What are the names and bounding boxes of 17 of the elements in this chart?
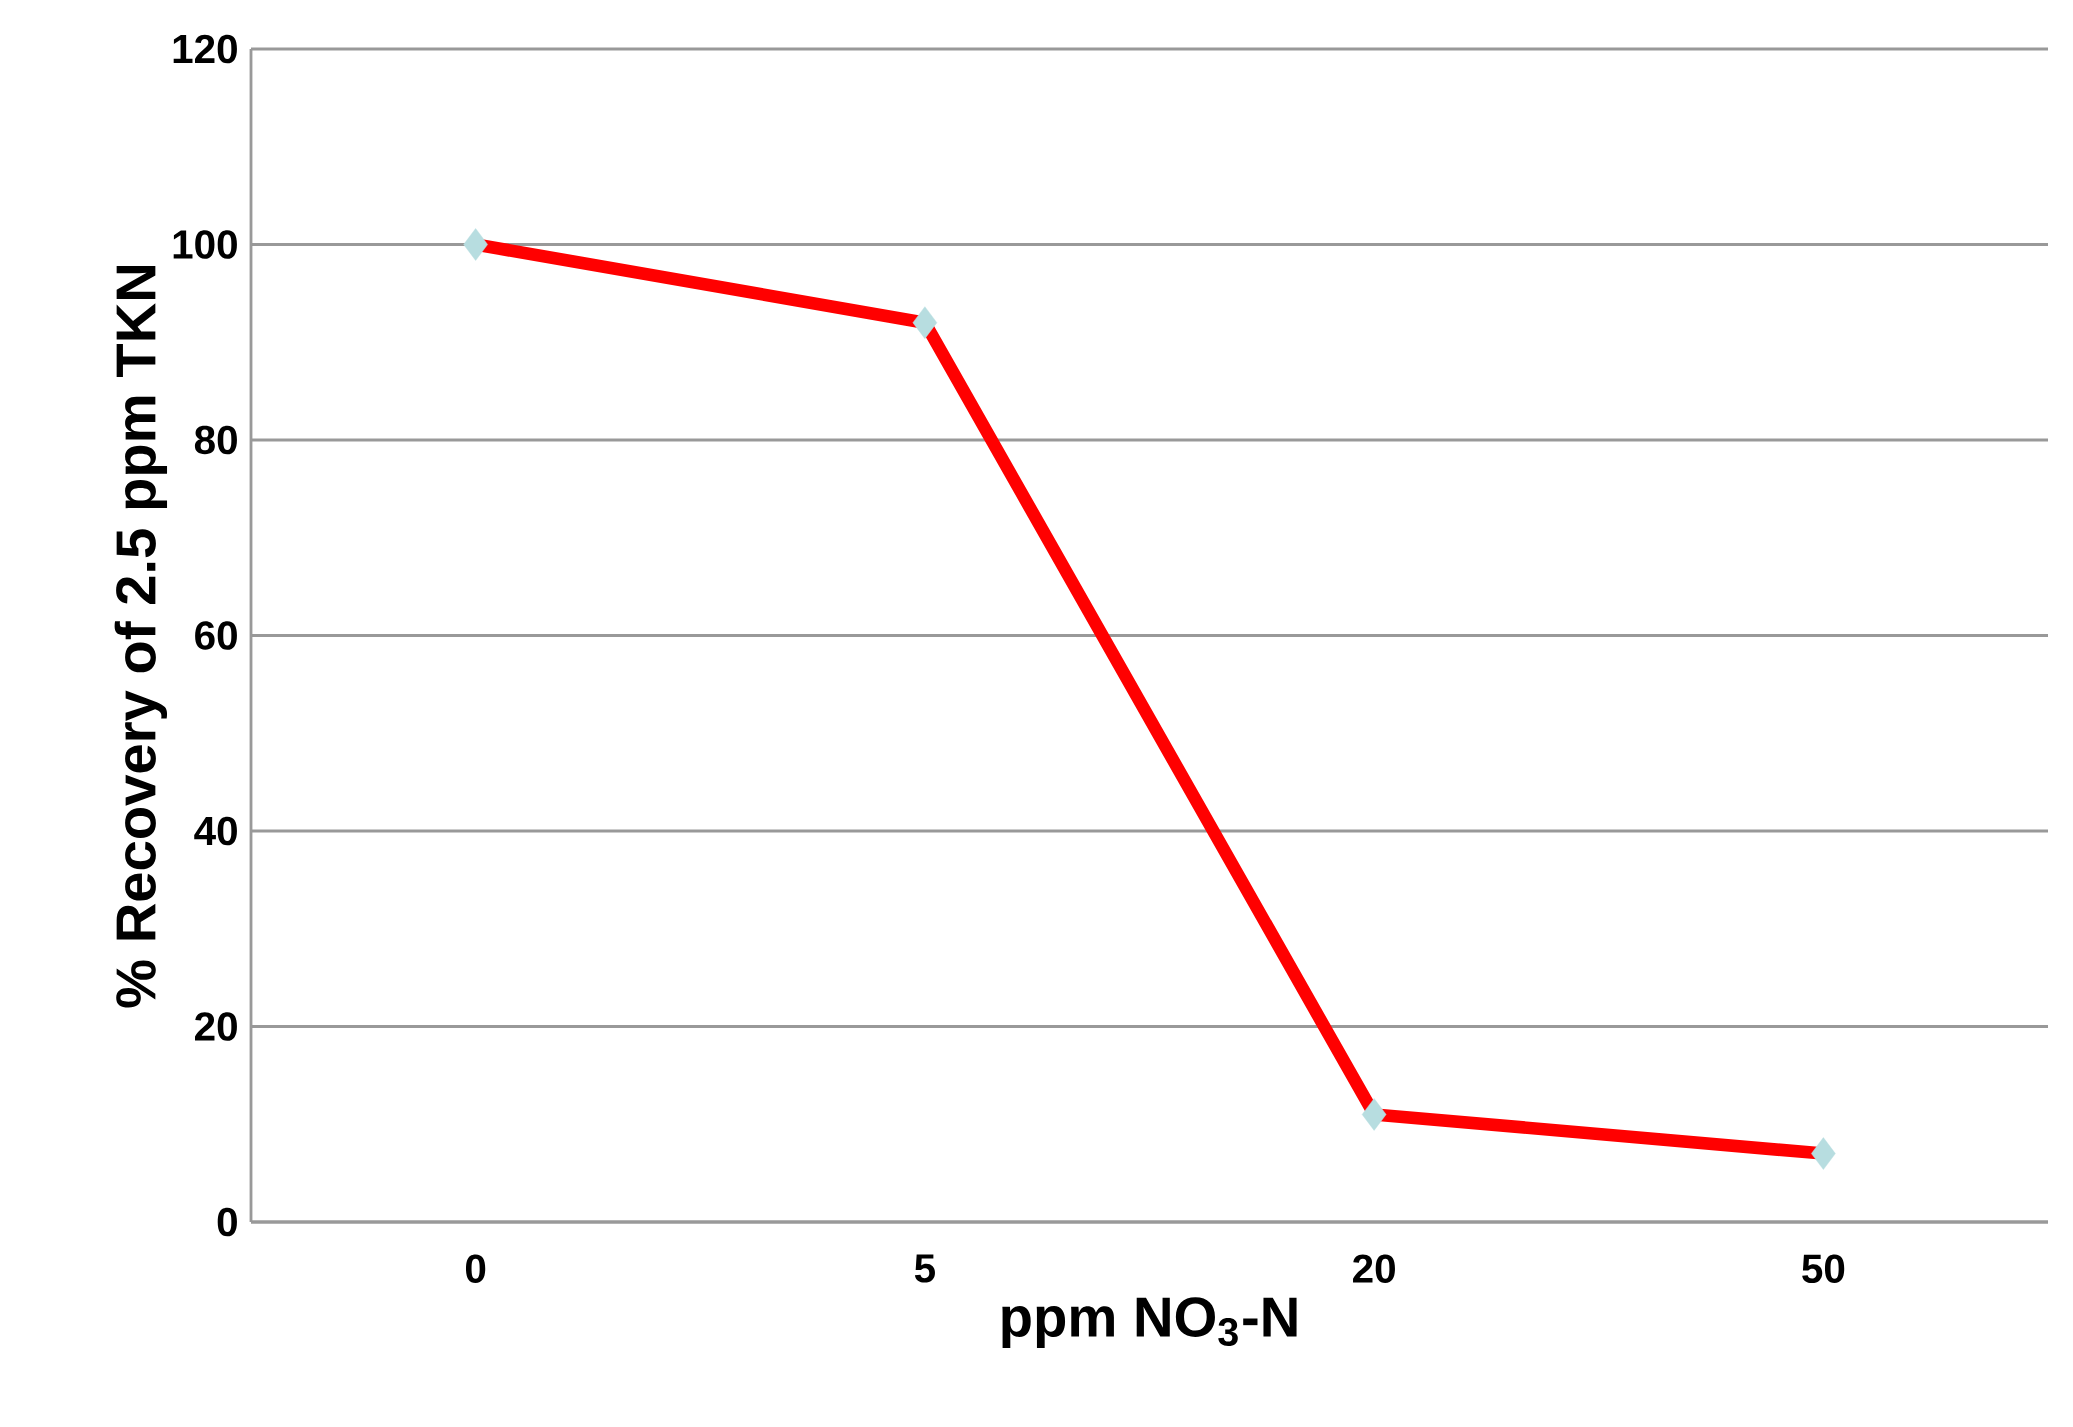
y-tick-label: 40 <box>194 816 237 846</box>
y-tick-label: 20 <box>195 1012 237 1041</box>
point <box>1811 1137 1836 1170</box>
x-tick-label: 0 <box>465 1254 486 1284</box>
x-tick-label: 50 <box>1802 1254 1845 1284</box>
y-tick-label: 80 <box>194 425 237 455</box>
y-tick-label: 0 <box>217 1207 237 1237</box>
y-tick-label: 100 <box>173 230 237 259</box>
point <box>912 306 938 339</box>
y-tick-label: 60 <box>195 621 237 650</box>
y-tick-label: 120 <box>173 34 237 64</box>
x-axis-title: ppm NO$_{3}$-N <box>1002 1297 1297 1349</box>
point <box>463 228 488 261</box>
y-axis-title: % Recovery of 2.5 ppm TKN <box>114 265 168 1008</box>
x-tick-label: 20 <box>1353 1254 1395 1284</box>
point <box>1361 1098 1387 1131</box>
x-tick-label: 5 <box>914 1254 935 1283</box>
